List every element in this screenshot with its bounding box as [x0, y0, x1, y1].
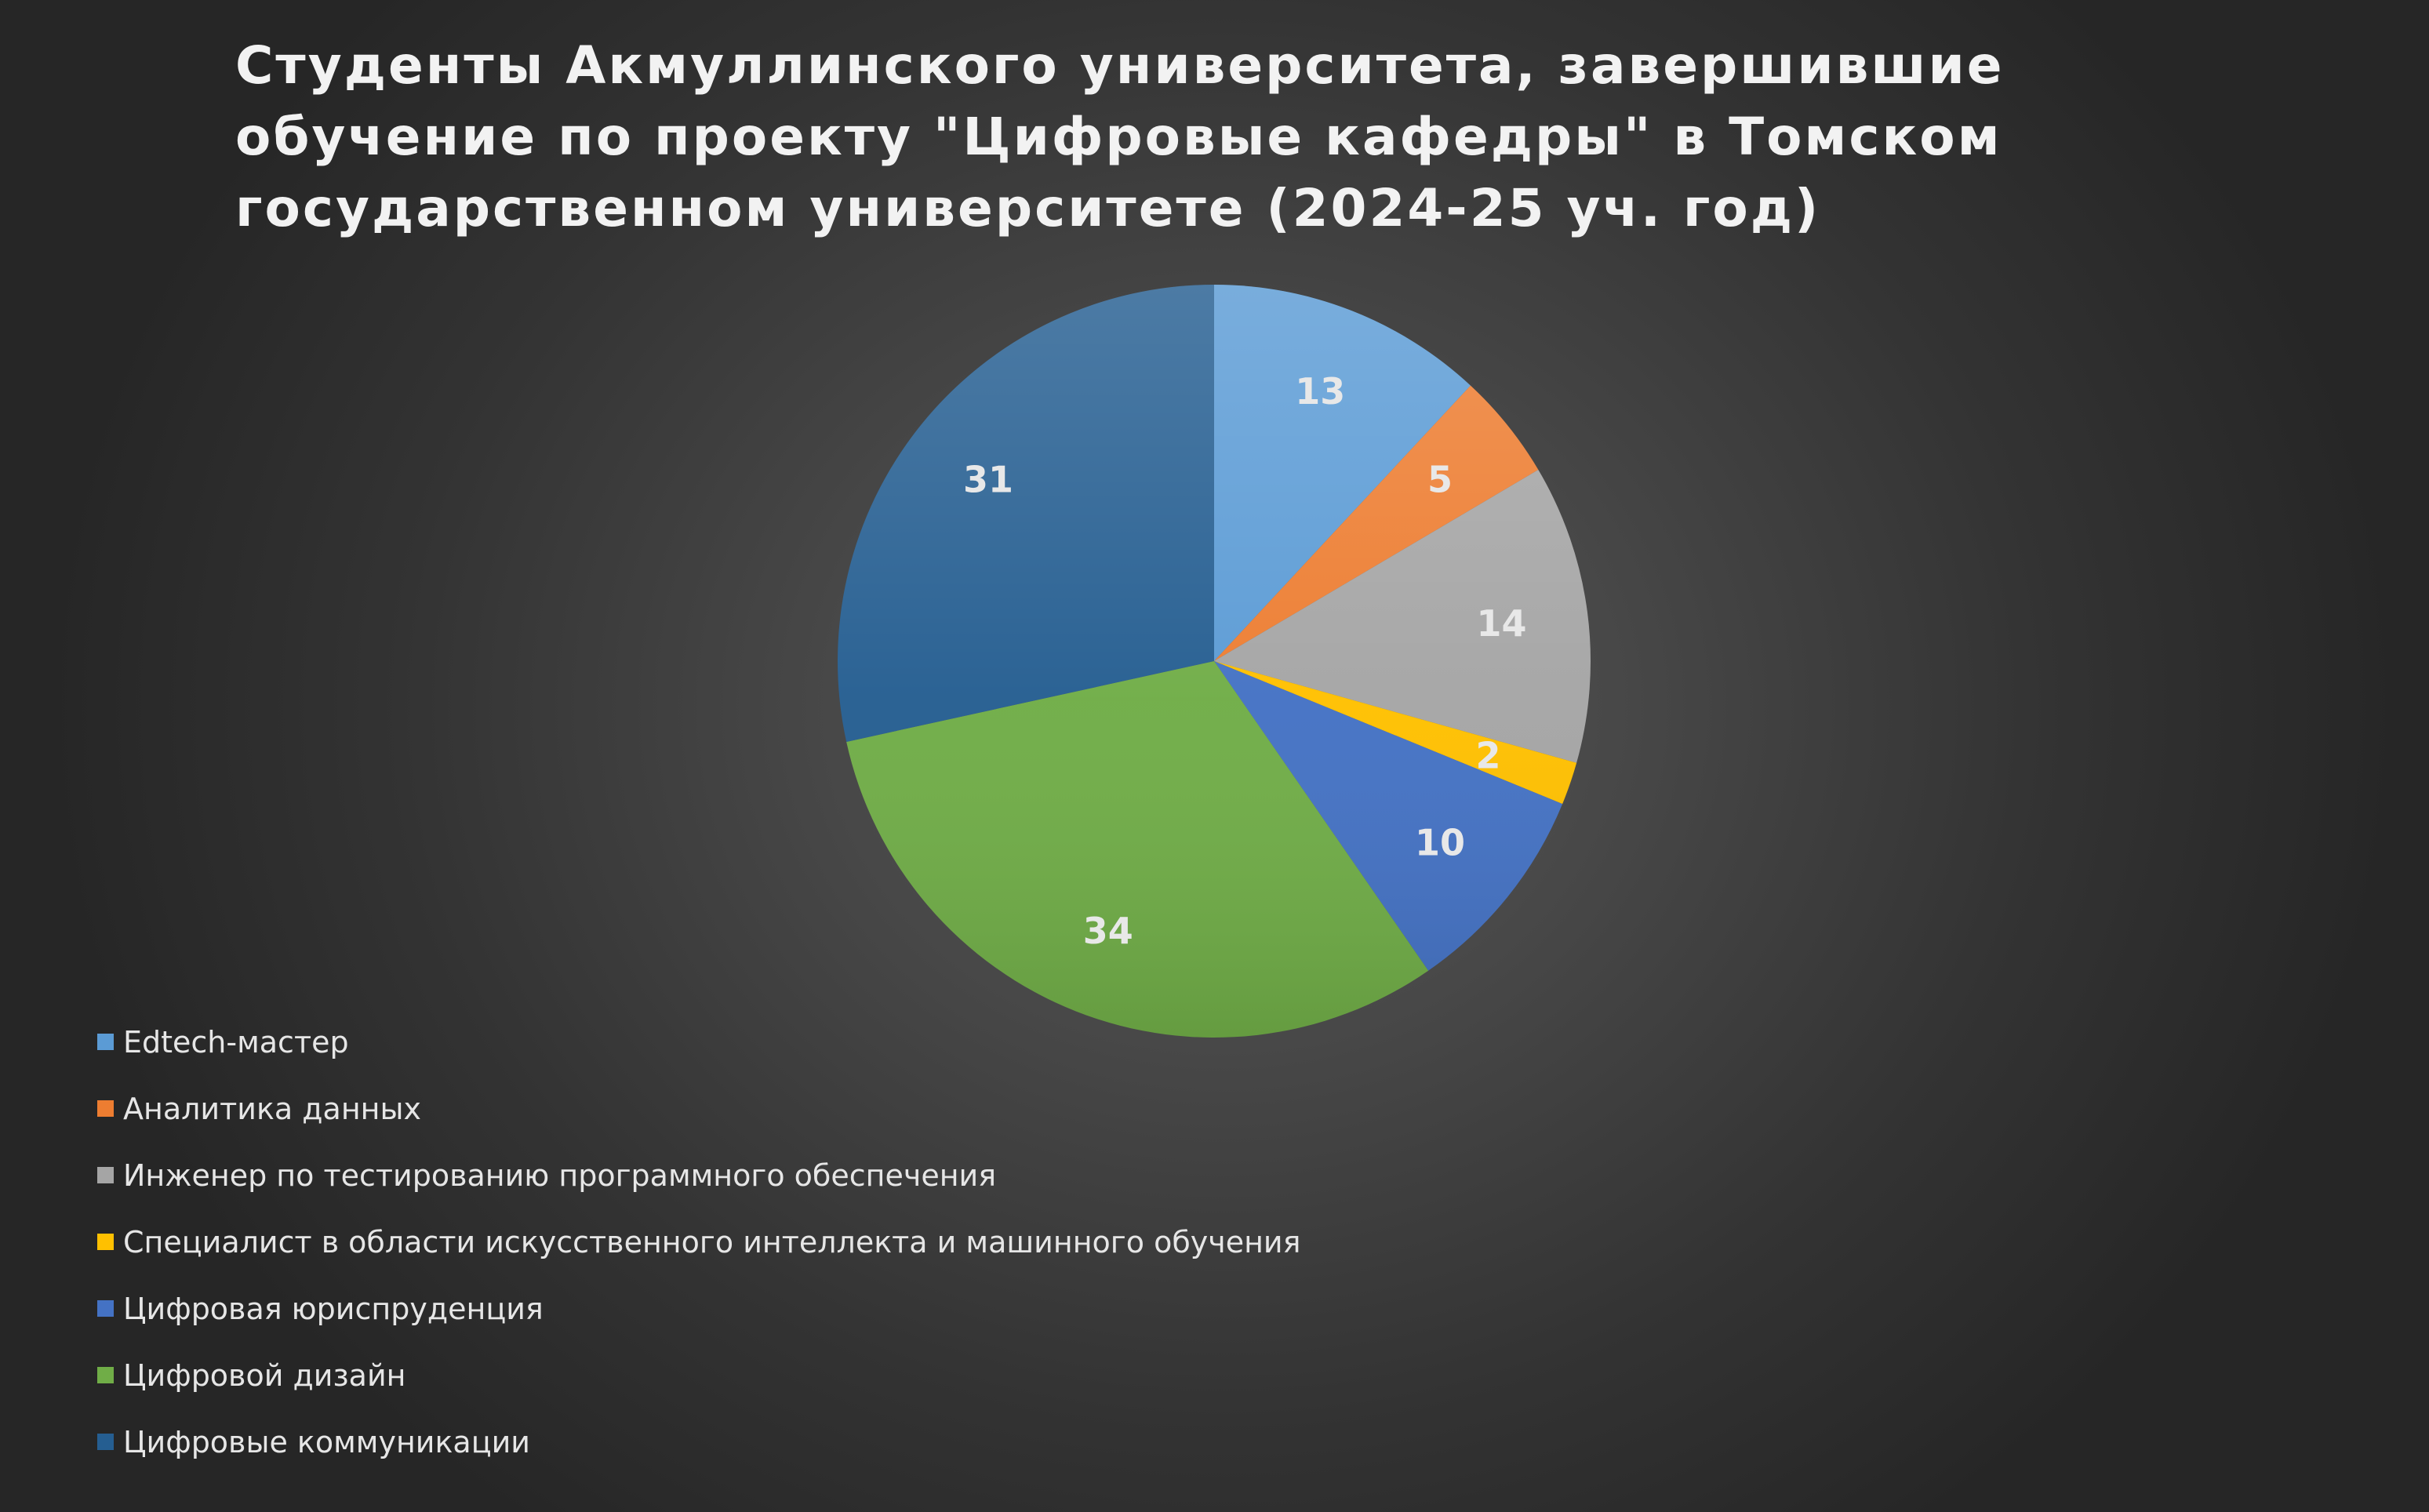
legend-swatch [97, 1100, 114, 1117]
legend-item: Edtech-мастер [97, 1009, 1509, 1075]
legend: Edtech-мастер Аналитика данных Инженер п… [97, 1009, 1509, 1475]
legend-label: Инженер по тестированию программного обе… [123, 1158, 997, 1193]
chart-title-line-2: обучение по проекту "Цифровые кафедры" в… [235, 107, 2002, 167]
legend-swatch [97, 1234, 114, 1250]
legend-item: Цифровая юриспруденция [97, 1275, 1509, 1342]
legend-label: Edtech-мастер [123, 1024, 349, 1059]
legend-swatch [97, 1167, 114, 1183]
legend-label: Специалист в области искусственного инте… [123, 1224, 1301, 1259]
pie-data-label: 2 [1475, 734, 1500, 776]
pie-data-label: 34 [1083, 910, 1133, 952]
pie-data-label: 10 [1415, 822, 1465, 864]
pie-slice [837, 284, 1214, 742]
chart-title-line-1: Студенты Акмуллинского университета, зав… [235, 35, 2005, 96]
pie-data-labels: 13 5 14 2 10 34 31 [963, 370, 1527, 952]
pie-data-label: 14 [1476, 602, 1526, 645]
pie-slices [837, 284, 1591, 1038]
legend-item: Аналитика данных [97, 1075, 1509, 1142]
legend-label: Цифровая юриспруденция [123, 1291, 544, 1326]
legend-swatch [97, 1434, 114, 1450]
legend-item: Цифровой дизайн [97, 1342, 1509, 1408]
legend-swatch [97, 1367, 114, 1383]
legend-label: Цифровой дизайн [123, 1358, 406, 1393]
pie-data-label: 13 [1295, 370, 1345, 413]
pie-data-label: 5 [1427, 458, 1453, 500]
chart-title-line-3: государственном университете (2024-25 уч… [235, 178, 1821, 238]
legend-label: Цифровые коммуникации [123, 1424, 530, 1459]
legend-label: Аналитика данных [123, 1091, 421, 1126]
legend-item: Инженер по тестированию программного обе… [97, 1142, 1509, 1209]
chart-title: Студенты Акмуллинского университета, зав… [235, 30, 2005, 244]
legend-swatch [97, 1300, 114, 1317]
legend-swatch [97, 1034, 114, 1050]
legend-item: Цифровые коммуникации [97, 1408, 1509, 1475]
legend-item: Специалист в области искусственного инте… [97, 1209, 1509, 1275]
pie-data-label: 31 [963, 458, 1013, 500]
